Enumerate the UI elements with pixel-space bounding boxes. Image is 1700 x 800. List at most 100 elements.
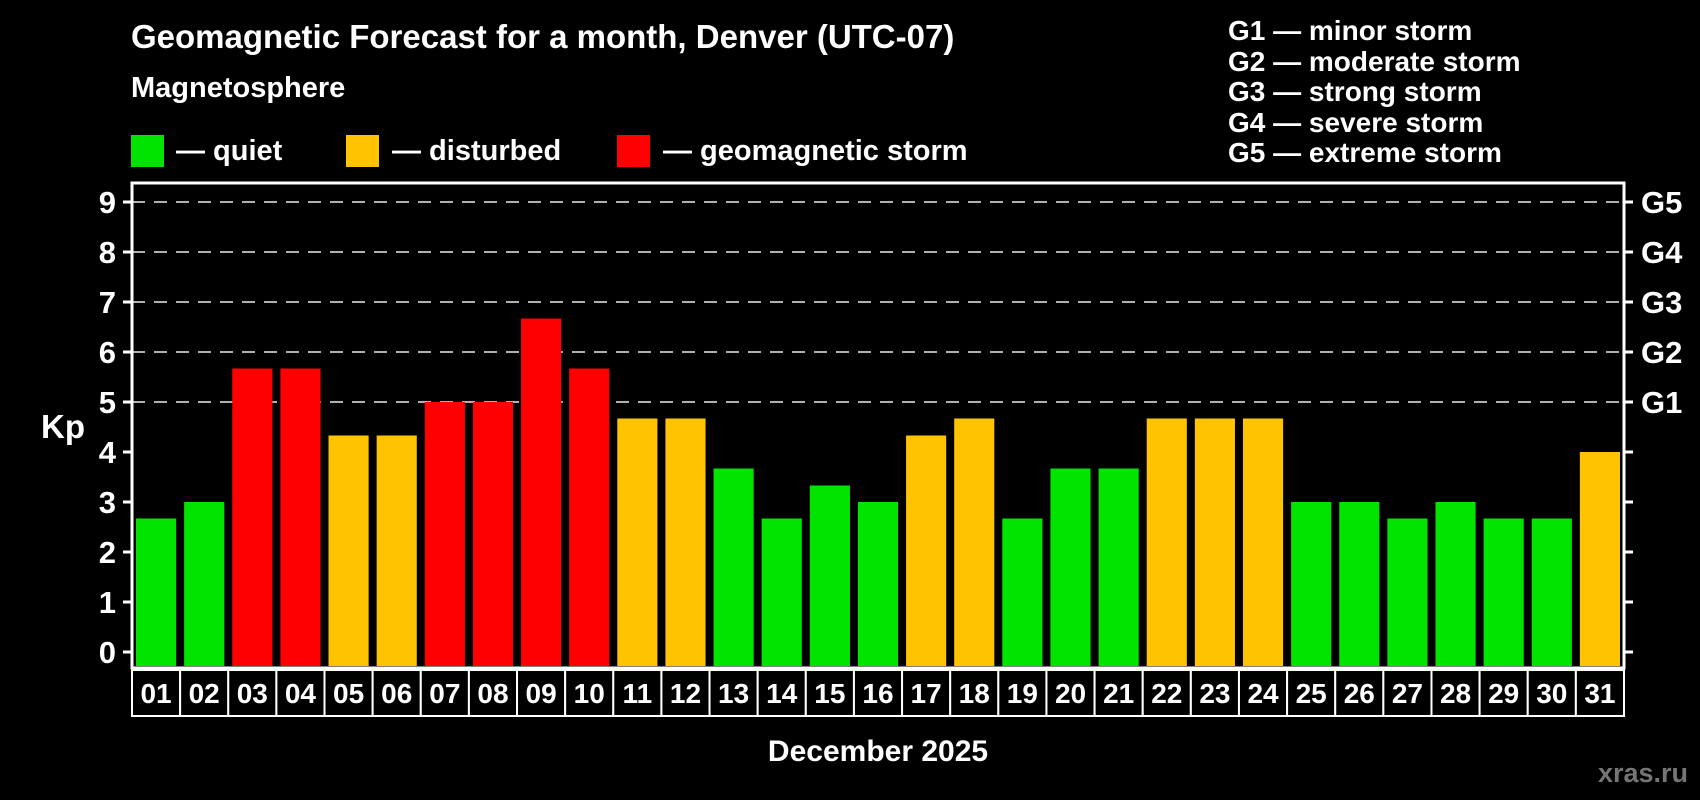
bar-day-18: [954, 418, 995, 666]
day-cell-02: [179, 669, 230, 717]
bar-day-09: [521, 318, 562, 666]
y-tick-label-0: 0: [99, 635, 116, 670]
bar-day-16: [857, 502, 899, 666]
y-tick-label-9: 9: [99, 185, 116, 220]
bar-day-12: [665, 418, 706, 666]
bar-day-07: [424, 402, 465, 666]
bar-day-31: [1579, 452, 1620, 666]
g-label-G1: G1: [1641, 385, 1682, 420]
day-cell-12: [660, 669, 711, 717]
bar-day-28: [1435, 502, 1476, 666]
y-tick-label-6: 6: [99, 335, 116, 370]
storm-scale-legend: G1 — minor storm G2 — moderate storm G3 …: [1228, 15, 1521, 169]
day-cell-30: [1526, 669, 1577, 717]
day-cell-10: [564, 669, 615, 717]
storm-legend-label: — geomagnetic storm: [663, 135, 968, 167]
day-label-04: 04: [285, 678, 317, 709]
day-label-12: 12: [670, 678, 701, 709]
day-label-19: 19: [1007, 678, 1038, 709]
x-axis-title: December 2025: [767, 735, 989, 768]
day-label-31: 31: [1584, 678, 1615, 709]
day-label-27: 27: [1392, 678, 1423, 709]
bar-day-11: [617, 418, 658, 666]
bar-day-19: [1002, 518, 1043, 666]
day-label-10: 10: [574, 678, 605, 709]
day-label-15: 15: [814, 678, 845, 709]
bar-day-04: [280, 368, 321, 666]
day-label-16: 16: [862, 678, 893, 709]
day-cell-31: [1574, 669, 1626, 717]
bar-day-08: [472, 402, 514, 666]
quiet-legend-swatch: [131, 135, 164, 167]
y-tick-label-1: 1: [99, 585, 116, 620]
day-label-29: 29: [1488, 678, 1519, 709]
bar-day-26: [1339, 502, 1380, 666]
g-label-G3: G3: [1641, 285, 1682, 320]
y-tick-label-8: 8: [99, 235, 116, 270]
disturbed-legend-swatch: [346, 135, 379, 167]
g1-legend-line: G1 — minor storm: [1228, 15, 1473, 46]
day-label-07: 07: [429, 678, 460, 709]
bar-day-30: [1531, 518, 1572, 666]
day-label-24: 24: [1247, 678, 1279, 709]
day-label-18: 18: [959, 678, 990, 709]
day-cell-17: [901, 669, 952, 717]
storm-legend-swatch: [617, 135, 650, 167]
day-cell-25: [1286, 669, 1337, 717]
bar-day-15: [809, 485, 850, 666]
day-cell-11: [612, 669, 663, 717]
day-cell-16: [852, 669, 904, 717]
day-cell-19: [997, 669, 1048, 717]
bar-day-27: [1387, 518, 1428, 666]
bar-day-20: [1050, 468, 1091, 666]
y-tick-label-7: 7: [99, 285, 116, 320]
day-cell-09: [516, 669, 567, 717]
day-label-01: 01: [140, 678, 171, 709]
g-label-G4: G4: [1641, 235, 1683, 270]
bar-day-14: [761, 518, 802, 666]
day-label-22: 22: [1151, 678, 1182, 709]
bar-day-25: [1291, 502, 1332, 666]
bar-day-21: [1098, 468, 1139, 666]
y-tick-label-4: 4: [99, 435, 117, 470]
day-label-06: 06: [381, 678, 412, 709]
g4-legend-line: G4 — severe storm: [1228, 106, 1484, 138]
bar-day-29: [1483, 518, 1524, 666]
bar-day-01: [136, 518, 177, 666]
day-label-05: 05: [333, 678, 364, 709]
day-label-28: 28: [1440, 678, 1471, 709]
bar-day-06: [376, 435, 417, 666]
day-label-13: 13: [718, 678, 749, 709]
g-label-G2: G2: [1641, 335, 1682, 370]
day-label-14: 14: [766, 678, 798, 709]
y-tick-label-2: 2: [99, 535, 116, 570]
day-cell-04: [275, 669, 326, 717]
chart-title: Geomagnetic Forecast for a month, Denver…: [131, 18, 955, 55]
xras-watermark: xras.ru: [1597, 758, 1688, 788]
day-cell-08: [467, 669, 519, 717]
y-tick-label-5: 5: [99, 385, 116, 420]
day-label-09: 09: [526, 678, 557, 709]
g2-legend-line: G2 — moderate storm: [1228, 45, 1521, 77]
quiet-legend-label: — quiet: [176, 135, 283, 167]
bar-day-05: [328, 435, 369, 666]
bar-day-03: [232, 368, 273, 666]
day-cell-07: [419, 669, 470, 717]
bar-day-22: [1146, 418, 1187, 666]
bar-day-17: [906, 435, 947, 666]
y-tick-label-3: 3: [99, 485, 116, 520]
day-label-30: 30: [1536, 678, 1567, 709]
day-label-20: 20: [1055, 678, 1086, 709]
day-label-03: 03: [237, 678, 268, 709]
bar-day-10: [569, 368, 610, 666]
g-label-G5: G5: [1641, 185, 1682, 220]
g5-legend-line: G5 — extreme storm: [1228, 137, 1502, 168]
bar-day-24: [1242, 418, 1284, 666]
day-cell-29: [1478, 669, 1529, 717]
day-label-25: 25: [1296, 678, 1327, 709]
day-cell-05: [323, 669, 374, 717]
g3-legend-line: G3 — strong storm: [1228, 76, 1482, 107]
day-cell-27: [1382, 669, 1433, 717]
day-cell-01: [131, 669, 182, 717]
